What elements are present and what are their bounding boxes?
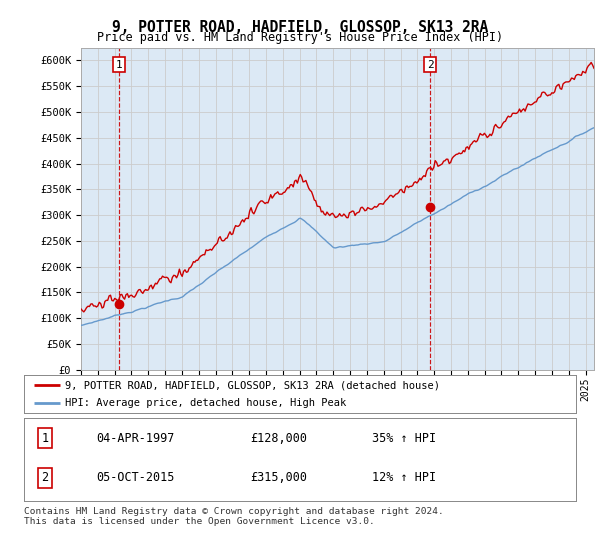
Text: 35% ↑ HPI: 35% ↑ HPI bbox=[372, 432, 436, 445]
Text: 2: 2 bbox=[427, 59, 434, 69]
Text: 1: 1 bbox=[116, 59, 122, 69]
Text: 04-APR-1997: 04-APR-1997 bbox=[96, 432, 174, 445]
Text: Price paid vs. HM Land Registry's House Price Index (HPI): Price paid vs. HM Land Registry's House … bbox=[97, 31, 503, 44]
Text: 9, POTTER ROAD, HADFIELD, GLOSSOP, SK13 2RA: 9, POTTER ROAD, HADFIELD, GLOSSOP, SK13 … bbox=[112, 20, 488, 35]
Text: £315,000: £315,000 bbox=[250, 472, 307, 484]
Text: 9, POTTER ROAD, HADFIELD, GLOSSOP, SK13 2RA (detached house): 9, POTTER ROAD, HADFIELD, GLOSSOP, SK13 … bbox=[65, 380, 440, 390]
Text: 05-OCT-2015: 05-OCT-2015 bbox=[96, 472, 174, 484]
Text: 2: 2 bbox=[41, 472, 49, 484]
Text: 12% ↑ HPI: 12% ↑ HPI bbox=[372, 472, 436, 484]
Text: £128,000: £128,000 bbox=[250, 432, 307, 445]
Text: Contains HM Land Registry data © Crown copyright and database right 2024.
This d: Contains HM Land Registry data © Crown c… bbox=[24, 507, 444, 526]
Text: 1: 1 bbox=[41, 432, 49, 445]
Text: HPI: Average price, detached house, High Peak: HPI: Average price, detached house, High… bbox=[65, 398, 347, 408]
